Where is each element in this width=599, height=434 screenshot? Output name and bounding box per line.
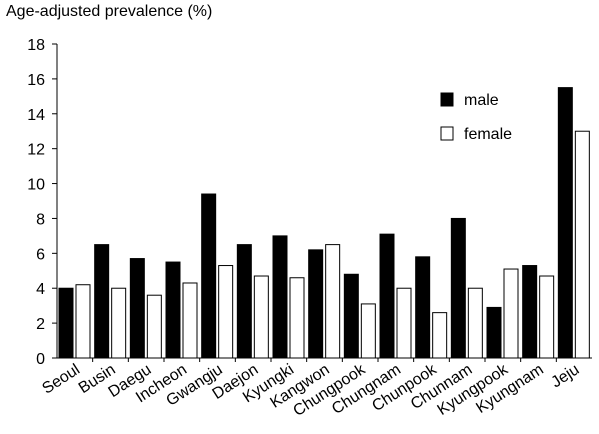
axes: 0 2 4 6 8 10 12 14 16 18 [27,37,592,368]
y-tick-label: 12 [27,142,45,159]
bar-male-chunpook [415,256,431,359]
bar-male-kangwon [308,249,324,359]
y-tick-label: 4 [36,281,45,298]
legend-label-female: female [464,126,512,143]
bar-male-chungpook [343,273,359,359]
legend-label-male: male [464,92,499,109]
category-label: Seoul [39,361,83,398]
y-tick-label: 16 [27,72,45,89]
bar-male-kyungnam [522,265,538,359]
bar-male-kyungpook [486,306,502,359]
bar-male-chungnam [379,233,395,359]
bar-male-jeju [557,87,573,359]
bar-female-chungnam [396,287,412,359]
bar-female-seoul [75,284,91,359]
category-labels: SeoulBusinDaeguIncheonGwangjuDaejonKyung… [39,361,582,420]
y-tick-label: 10 [27,177,45,194]
bar-female-kyungpook [503,268,519,359]
bar-male-incheon [165,261,181,359]
y-tick-label: 14 [27,107,45,124]
y-tick-label: 6 [36,246,45,263]
y-tick-label: 18 [27,37,45,54]
legend-swatch-male [440,92,454,107]
bar-male-daejon [236,244,252,359]
y-tick-label: 8 [36,211,45,228]
bar-female-jeju [574,130,590,359]
bar-male-chunnam [450,217,466,359]
legend: male female [440,92,512,143]
bar-female-kangwon [325,244,341,359]
bar-female-kyungki [289,277,305,359]
bar-female-daejon [253,275,269,359]
bar-female-incheon [182,282,198,359]
bar-male-busin [94,244,110,359]
y-axis-label: Age-adjusted prevalence (%) [6,3,213,20]
y-tick-label: 2 [36,316,45,333]
bar-male-kyungki [272,235,288,359]
bars [58,87,590,359]
bar-female-kyungnam [539,275,555,359]
bar-male-daegu [129,258,145,359]
legend-swatch-female [440,126,454,141]
bar-female-busin [111,287,127,359]
bar-female-daegu [146,294,162,359]
bar-female-chunnam [467,287,483,359]
bar-female-gwangju [218,265,234,359]
y-tick-label: 0 [36,351,45,368]
category-label: Jeju [548,361,582,391]
bar-female-chungpook [360,303,376,359]
bar-female-chunpook [432,312,448,359]
bar-male-seoul [58,287,74,359]
bar-male-gwangju [201,193,217,359]
